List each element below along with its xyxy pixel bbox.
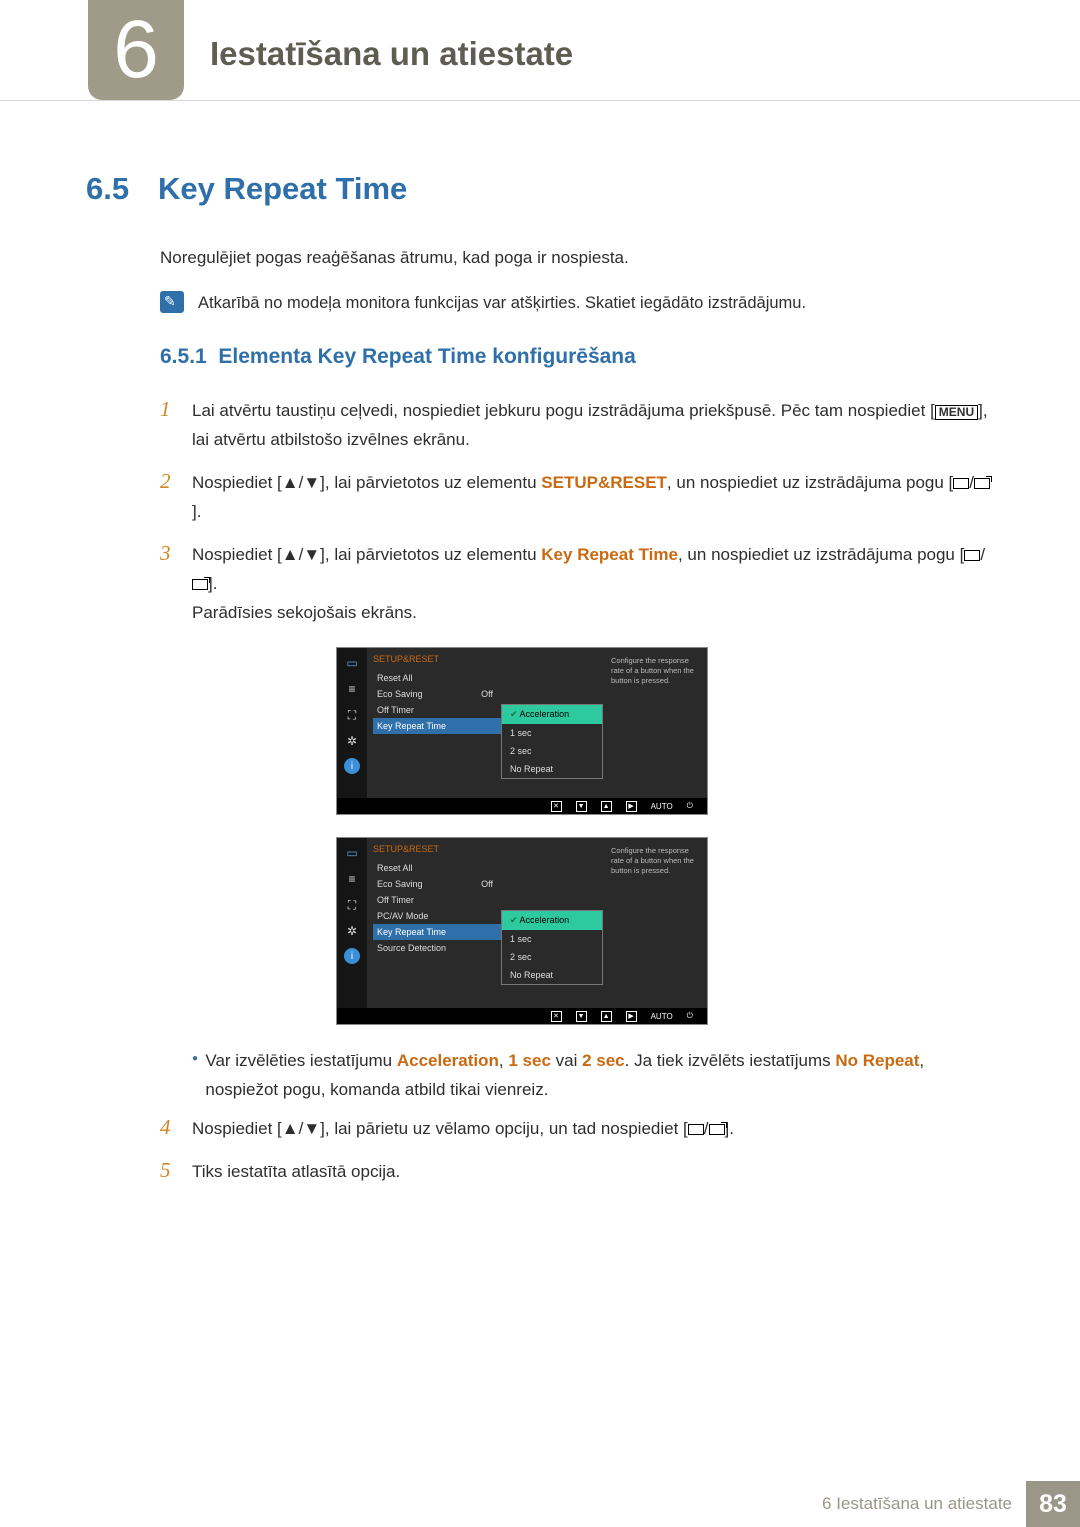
osd-item: Reset All — [373, 860, 503, 876]
rect-icon — [953, 478, 969, 489]
section-heading: 6.5Key Repeat Time — [86, 171, 998, 207]
monitor-tab-icon: ▭ — [342, 654, 362, 672]
step-number: 1 — [160, 397, 192, 455]
section-intro: Noregulējiet pogas reaģēšanas ātrumu, ka… — [160, 245, 998, 271]
osd-dropdown: Acceleration 1 sec 2 sec No Repeat — [501, 910, 603, 985]
bullet-note: ● Var izvēlēties iestatījumu Acceleratio… — [192, 1047, 998, 1105]
osd-item: Eco SavingOff — [373, 686, 503, 702]
osd-item: Off Timer — [373, 892, 503, 908]
step-3: 3 Nospiediet [▲/▼], lai pārvietotos uz e… — [160, 541, 998, 628]
up-down-arrows-icon: ▲/▼ — [282, 473, 320, 492]
osd-menu-1: ▭ ≡ ⛶ ✲ i SETUP&RESET Reset All Eco Savi… — [336, 647, 708, 815]
list-tab-icon: ≡ — [342, 870, 362, 888]
osd-description: Configure the response rate of a button … — [611, 656, 701, 685]
osd-dropdown-item: 1 sec — [502, 930, 602, 948]
osd-heading: SETUP&RESET — [373, 654, 503, 664]
right-icon: ▶ — [626, 801, 637, 812]
osd-dropdown-item-selected: Acceleration — [502, 705, 602, 724]
osd-footer: ✕ ▼ ▲ ▶ AUTO ⏻ — [337, 1008, 707, 1024]
osd-item: PC/AV Mode — [373, 908, 503, 924]
bullet-text: Var izvēlēties iestatījumu Acceleration,… — [205, 1047, 998, 1105]
resize-tab-icon: ⛶ — [342, 706, 362, 724]
chapter-number-badge: 6 — [88, 0, 184, 100]
section-number: 6.5 — [86, 171, 158, 207]
power-icon: ⏻ — [687, 1011, 693, 1021]
section-title-text: Key Repeat Time — [158, 171, 407, 206]
step-text: Nospiediet [▲/▼], lai pārietu uz vēlamo … — [192, 1115, 734, 1144]
note-text: Atkarībā no modeļa monitora funkcijas va… — [198, 291, 806, 316]
info-tab-icon: i — [344, 758, 360, 774]
gear-tab-icon: ✲ — [342, 922, 362, 940]
rect-icon — [688, 1124, 704, 1135]
step-number: 4 — [160, 1115, 192, 1144]
menu-button-label: MENU — [935, 405, 978, 420]
note-row: Atkarībā no modeļa monitora funkcijas va… — [160, 291, 998, 316]
power-icon: ⏻ — [687, 801, 693, 811]
osd-item-selected: Key Repeat Time — [373, 924, 503, 940]
rect-icon — [964, 550, 980, 561]
step-number: 5 — [160, 1158, 192, 1187]
osd-dropdown-item: No Repeat — [502, 760, 602, 778]
osd-tab-strip: ▭ ≡ ⛶ ✲ i — [337, 648, 367, 798]
up-down-arrows-icon: ▲/▼ — [282, 1119, 320, 1138]
osd-footer: ✕ ▼ ▲ ▶ AUTO ⏻ — [337, 798, 707, 814]
auto-label: AUTO — [651, 802, 673, 811]
osd-item-selected: Key Repeat Time — [373, 718, 503, 734]
up-icon: ▲ — [601, 801, 612, 812]
step-text: Nospiediet [▲/▼], lai pārvietotos uz ele… — [192, 469, 998, 527]
step-2: 2 Nospiediet [▲/▼], lai pārvietotos uz e… — [160, 469, 998, 527]
resize-tab-icon: ⛶ — [342, 896, 362, 914]
osd-description: Configure the response rate of a button … — [611, 846, 701, 875]
osd-heading: SETUP&RESET — [373, 844, 503, 854]
subsection-heading: 6.5.1 Elementa Key Repeat Time konfigurē… — [160, 345, 998, 369]
down-icon: ▼ — [576, 1011, 587, 1022]
page-number: 83 — [1026, 1481, 1080, 1527]
down-icon: ▼ — [576, 801, 587, 812]
osd-dropdown-item: 1 sec — [502, 724, 602, 742]
rect-enter-icon — [709, 1124, 725, 1135]
osd-dropdown-item: No Repeat — [502, 966, 602, 984]
osd-dropdown: Acceleration 1 sec 2 sec No Repeat — [501, 704, 603, 779]
osd-screenshots: ▭ ≡ ⛶ ✲ i SETUP&RESET Reset All Eco Savi… — [336, 647, 998, 1025]
subsection-title-text: Elementa Key Repeat Time konfigurēšana — [218, 345, 635, 368]
step-4: 4 Nospiediet [▲/▼], lai pārietu uz vēlam… — [160, 1115, 998, 1144]
auto-label: AUTO — [651, 1012, 673, 1021]
osd-item: Off Timer — [373, 702, 503, 718]
step-text: Nospiediet [▲/▼], lai pārvietotos uz ele… — [192, 541, 998, 628]
step-number: 3 — [160, 541, 192, 628]
up-down-arrows-icon: ▲/▼ — [282, 545, 320, 564]
x-icon: ✕ — [551, 1011, 562, 1022]
highlight-setup-reset: SETUP&RESET — [541, 473, 667, 492]
osd-dropdown-item: 2 sec — [502, 742, 602, 760]
pencil-note-icon — [160, 291, 184, 313]
gear-tab-icon: ✲ — [342, 732, 362, 750]
osd-item: Source Detection — [373, 940, 503, 956]
x-icon: ✕ — [551, 801, 562, 812]
osd-item: Reset All — [373, 670, 503, 686]
rect-enter-icon — [192, 579, 208, 590]
info-tab-icon: i — [344, 948, 360, 964]
page-footer: 6 Iestatīšana un atiestate 83 — [822, 1481, 1080, 1527]
step-number: 2 — [160, 469, 192, 527]
step-1: 1 Lai atvērtu taustiņu ceļvedi, nospiedi… — [160, 397, 998, 455]
chapter-title: Iestatīšana un atiestate — [210, 35, 573, 73]
up-icon: ▲ — [601, 1011, 612, 1022]
rect-enter-icon — [974, 478, 990, 489]
step-text: Tiks iestatīta atlasītā opcija. — [192, 1158, 400, 1187]
chapter-header: 6 Iestatīšana un atiestate — [0, 0, 1080, 101]
bullet-dot-icon: ● — [192, 1047, 205, 1105]
list-tab-icon: ≡ — [342, 680, 362, 698]
monitor-tab-icon: ▭ — [342, 844, 362, 862]
osd-dropdown-item-selected: Acceleration — [502, 911, 602, 930]
highlight-key-repeat: Key Repeat Time — [541, 545, 678, 564]
subsection-number: 6.5.1 — [160, 345, 207, 368]
osd-tab-strip: ▭ ≡ ⛶ ✲ i — [337, 838, 367, 1008]
footer-chapter-label: 6 Iestatīšana un atiestate — [822, 1494, 1012, 1514]
right-icon: ▶ — [626, 1011, 637, 1022]
step-text: Lai atvērtu taustiņu ceļvedi, nospiediet… — [192, 397, 998, 455]
step-5: 5 Tiks iestatīta atlasītā opcija. — [160, 1158, 998, 1187]
osd-menu-2: ▭ ≡ ⛶ ✲ i SETUP&RESET Reset All Eco Savi… — [336, 837, 708, 1025]
osd-dropdown-item: 2 sec — [502, 948, 602, 966]
osd-item: Eco SavingOff — [373, 876, 503, 892]
